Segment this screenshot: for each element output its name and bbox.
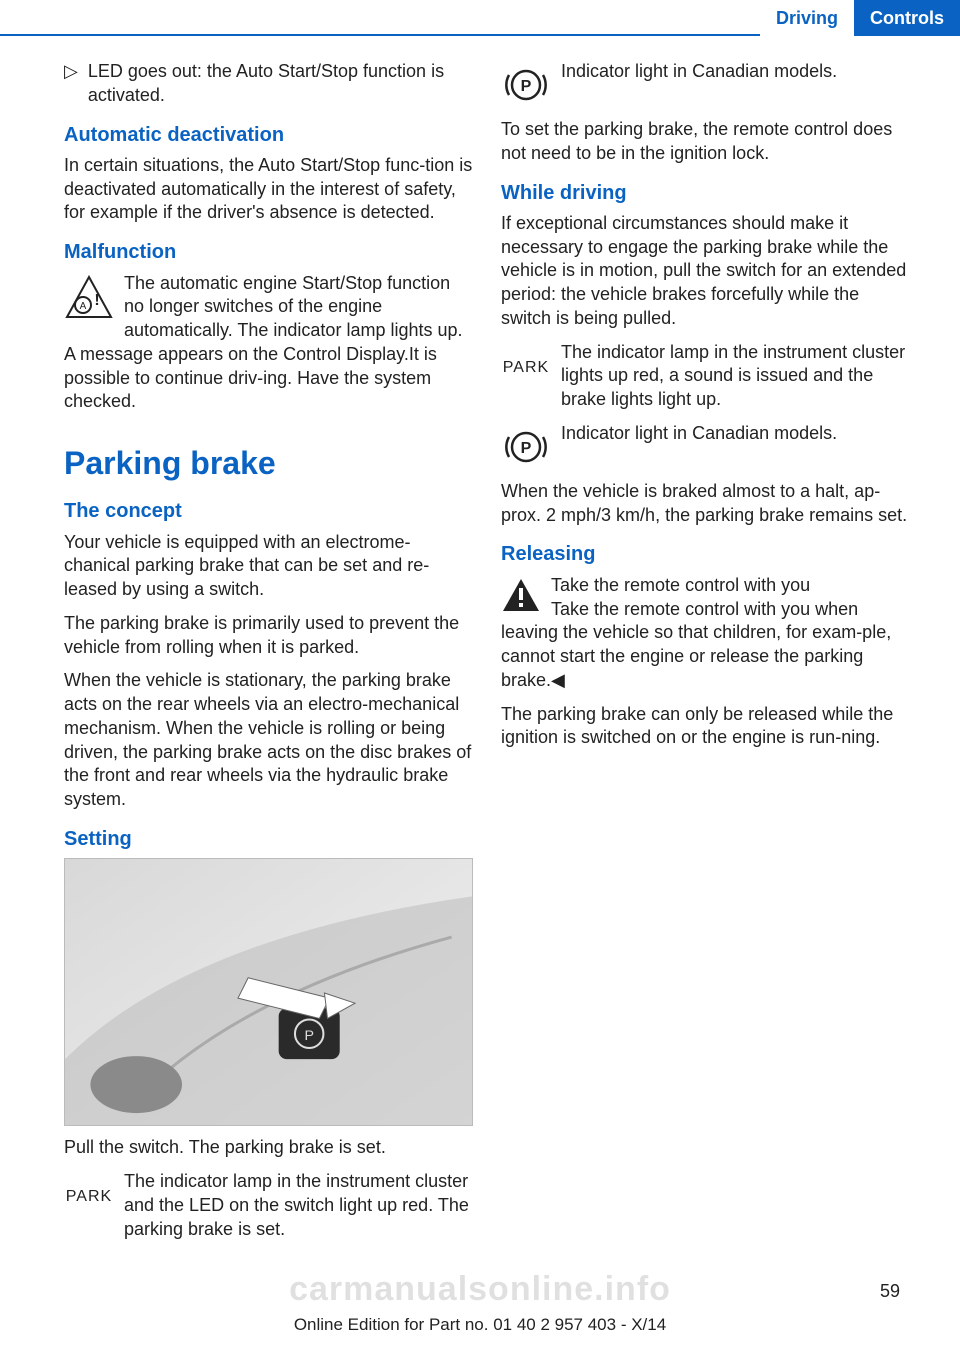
header-tabs: Driving Controls	[0, 0, 960, 36]
warning-triangle-icon	[501, 576, 541, 614]
releasing-p2: The parking brake can only be released w…	[501, 703, 910, 751]
svg-text:P: P	[304, 1028, 314, 1044]
concept-p3: When the vehicle is stationary, the park…	[64, 669, 473, 812]
para-releasing-warning: Take the remote control with you Take th…	[501, 574, 910, 693]
para-park-lamp: PARK The indicator lamp in the instrumen…	[64, 1170, 473, 1241]
para-auto-deactivation: In certain situations, the Auto Start/St…	[64, 154, 473, 225]
start-stop-warning-icon: A !	[64, 274, 114, 320]
heading-releasing: Releasing	[501, 541, 910, 567]
heading-auto-deactivation: Automatic deactivation	[64, 122, 473, 148]
while-p1: If exceptional circumstances should make…	[501, 212, 910, 331]
releasing-body: Take the remote control with you when le…	[501, 599, 891, 690]
svg-text:A: A	[80, 301, 87, 312]
svg-text:PARK: PARK	[503, 359, 549, 376]
para-while-lamp: PARK The indicator lamp in the instrumen…	[501, 341, 910, 412]
heading-parking-brake: Parking brake	[64, 442, 473, 484]
heading-concept: The concept	[64, 498, 473, 524]
malfunction-text: The automatic engine Start/Stop function…	[64, 273, 463, 412]
para-can1: P Indicator light in Canadian models.	[501, 60, 910, 108]
while-lamp-text: The indicator lamp in the instrument clu…	[561, 342, 905, 410]
footer-text: Online Edition for Part no. 01 40 2 957 …	[0, 1314, 960, 1336]
svg-text:P: P	[521, 78, 532, 95]
svg-text:PARK: PARK	[66, 1188, 112, 1205]
heading-malfunction: Malfunction	[64, 239, 473, 265]
svg-text:P: P	[521, 440, 532, 457]
para-pull-switch: Pull the switch. The parking brake is se…	[64, 1136, 473, 1160]
para-can2: P Indicator light in Canadian models.	[501, 422, 910, 470]
while-p2: When the vehicle is braked almost to a h…	[501, 480, 910, 528]
concept-p1: Your vehicle is equipped with an electro…	[64, 531, 473, 602]
canadian-parking-icon: P	[501, 62, 551, 108]
bullet-led: ▷ LED goes out: the Auto Start/Stop func…	[64, 60, 473, 108]
heading-while-driving: While driving	[501, 180, 910, 206]
page-content: ▷ LED goes out: the Auto Start/Stop func…	[0, 36, 960, 1256]
concept-p2: The parking brake is primarily used to p…	[64, 612, 473, 660]
bullet-marker: ▷	[64, 60, 78, 108]
page-number: 59	[880, 1280, 900, 1304]
tab-driving: Driving	[760, 0, 854, 36]
bullet-text: LED goes out: the Auto Start/Stop functi…	[88, 60, 473, 108]
can1-text: Indicator light in Canadian models.	[561, 61, 837, 81]
park-text-icon: PARK	[64, 1172, 114, 1218]
park-text-icon: PARK	[501, 343, 551, 389]
can2-text: Indicator light in Canadian models.	[561, 423, 837, 443]
watermark: carmanualsonline.info	[0, 1267, 960, 1312]
svg-text:!: !	[94, 292, 99, 309]
parking-brake-photo: P	[64, 858, 473, 1126]
releasing-title: Take the remote control with you	[551, 575, 810, 595]
park-lamp-text: The indicator lamp in the instrument clu…	[124, 1171, 469, 1239]
para-malfunction: A ! The automatic engine Start/Stop func…	[64, 272, 473, 415]
para-set-note: To set the parking brake, the remote con…	[501, 118, 910, 166]
canadian-parking-icon: P	[501, 424, 551, 470]
tab-controls: Controls	[854, 0, 960, 36]
heading-setting: Setting	[64, 826, 473, 852]
